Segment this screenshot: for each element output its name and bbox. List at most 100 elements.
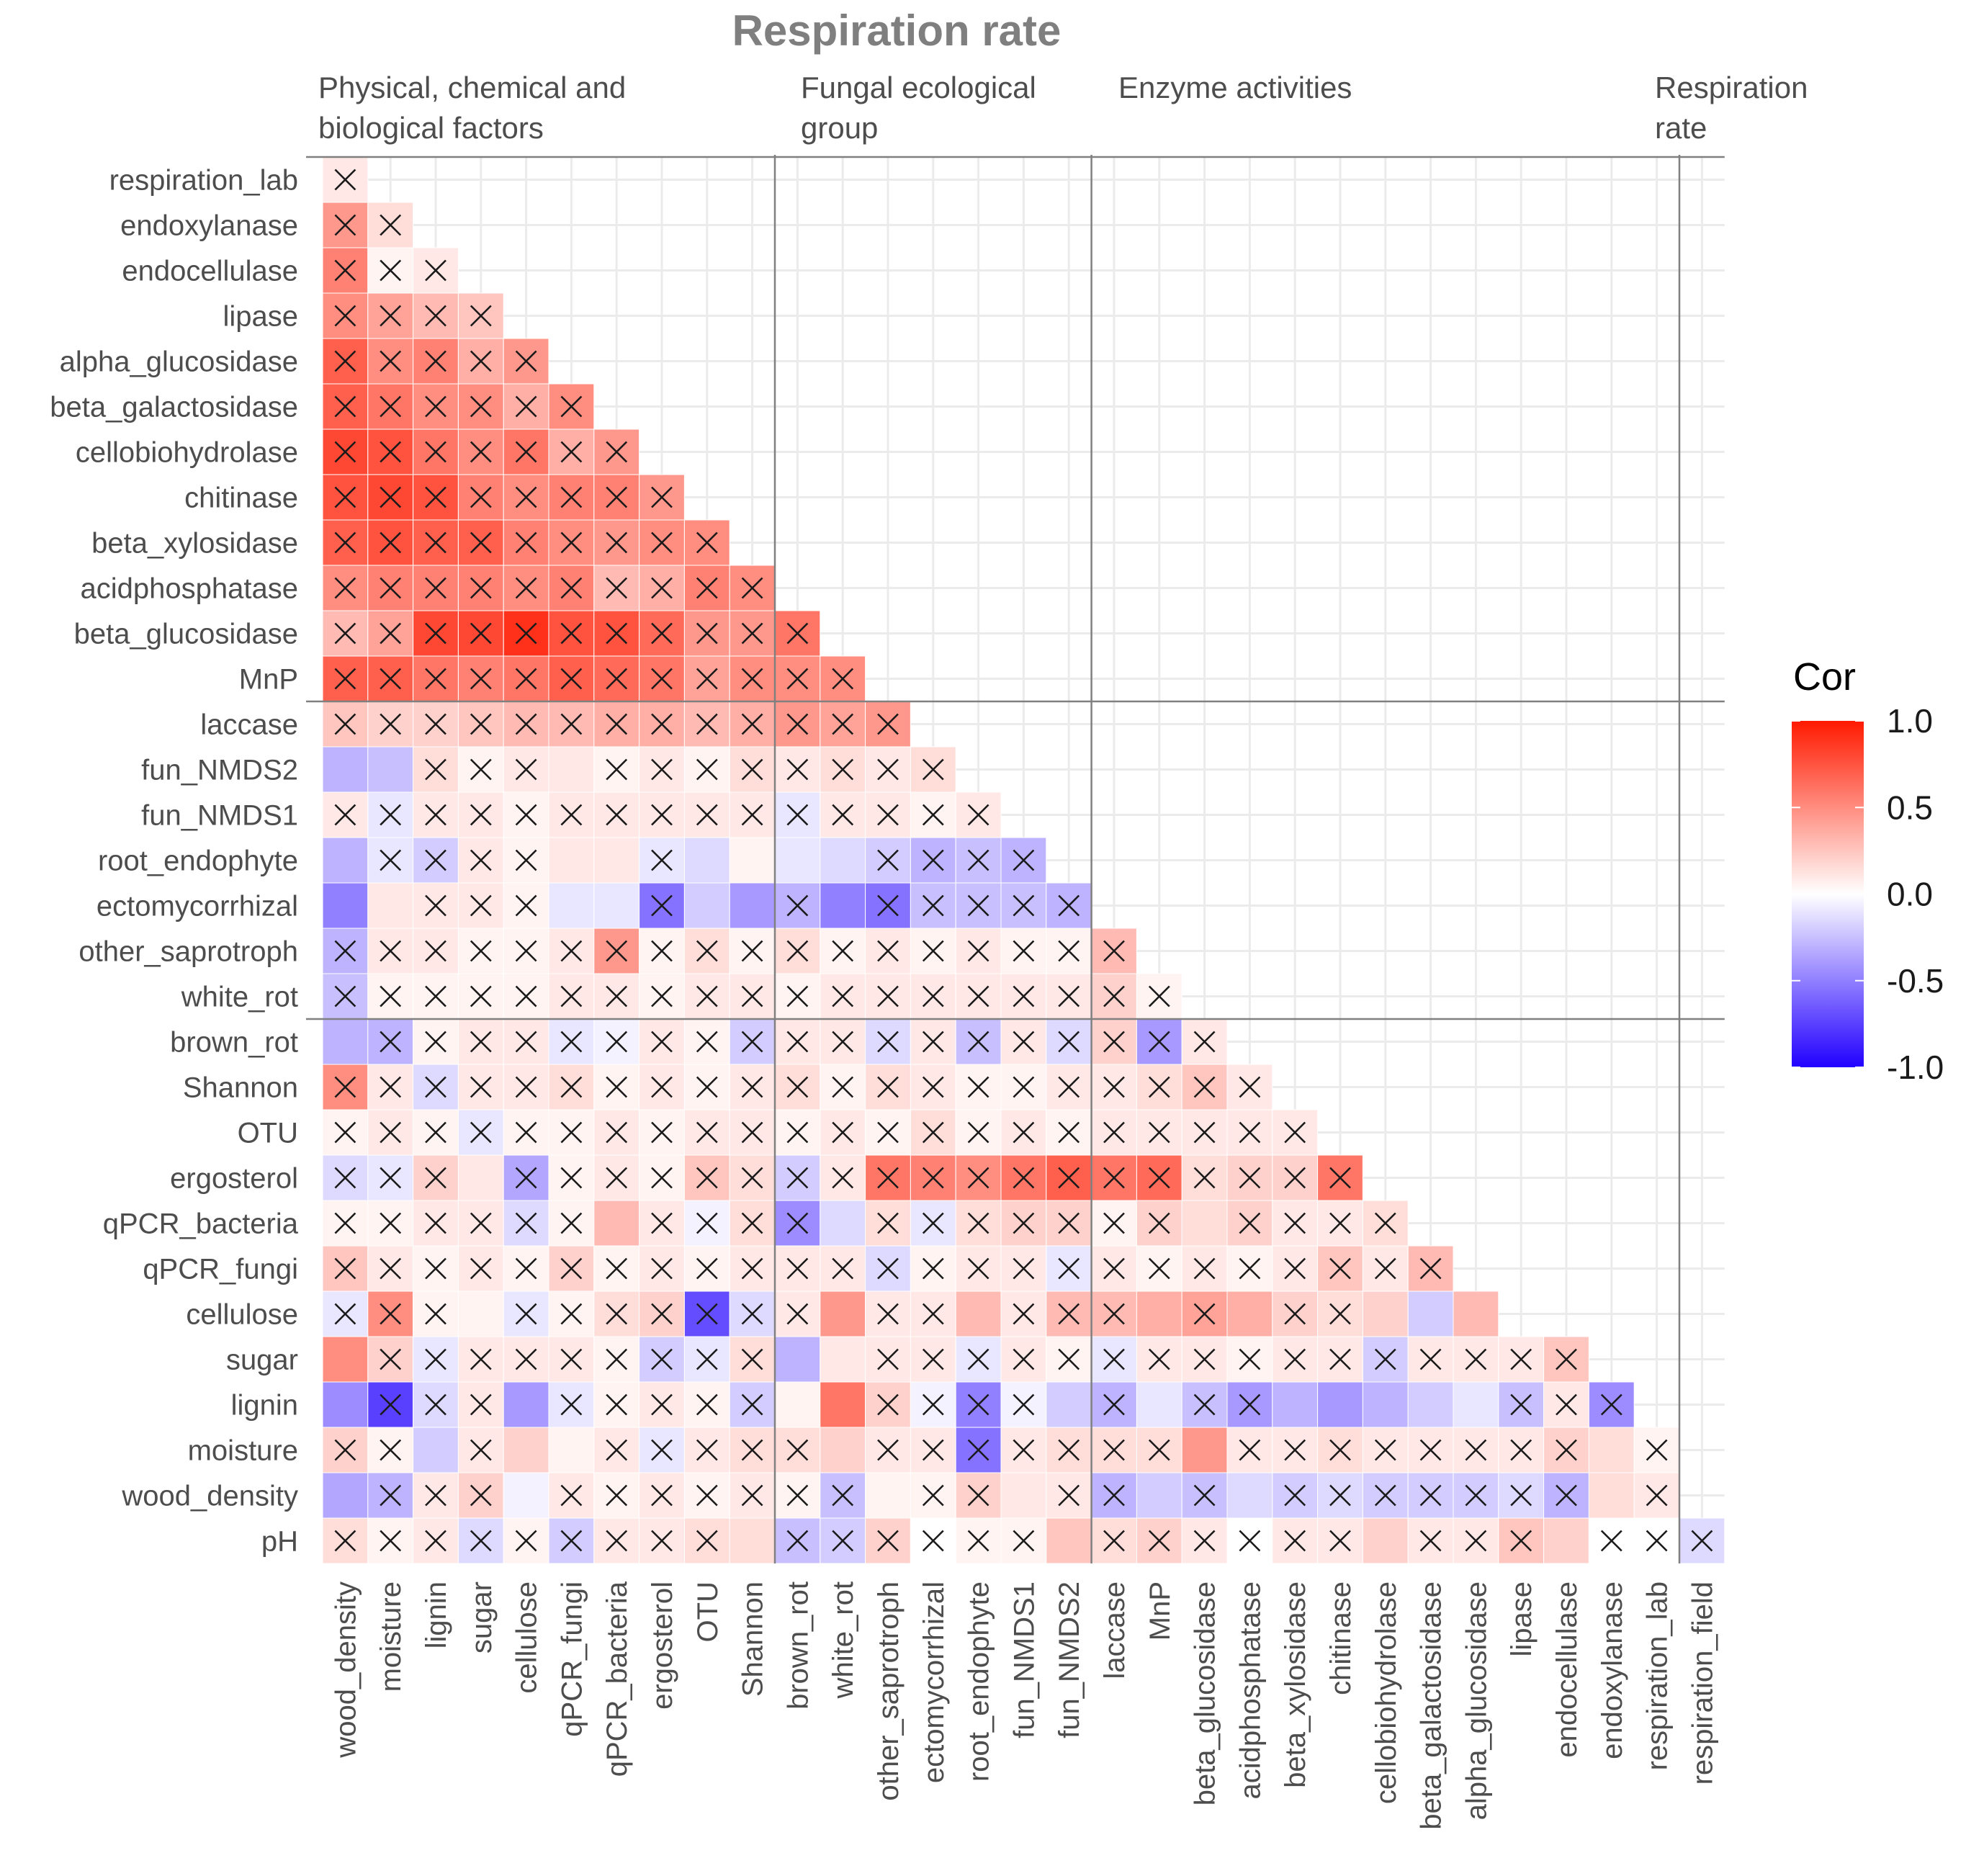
nonsignificant-mark [967, 1530, 989, 1552]
nonsignificant-mark [786, 1121, 809, 1144]
row-label: alpha_glucosidase [60, 346, 298, 378]
nonsignificant-mark [832, 668, 854, 690]
nonsignificant-mark [1465, 1530, 1487, 1552]
column-label: beta_glucosidase [1190, 1581, 1221, 1805]
nonsignificant-mark [1013, 1167, 1035, 1189]
nonsignificant-mark [1193, 1167, 1216, 1189]
nonsignificant-mark [1148, 1212, 1170, 1234]
nonsignificant-mark [425, 1031, 446, 1053]
nonsignificant-mark [922, 1076, 944, 1098]
nonsignificant-mark [1600, 1530, 1622, 1552]
nonsignificant-mark [1329, 1212, 1351, 1234]
nonsignificant-mark [334, 259, 356, 282]
column-label: fun_NMDS2 [1054, 1581, 1085, 1738]
column-label: endoxylanase [1597, 1581, 1628, 1759]
nonsignificant-mark [1013, 1031, 1035, 1053]
nonsignificant-mark [696, 1257, 718, 1280]
nonsignificant-mark [560, 1121, 583, 1144]
nonsignificant-mark [786, 1439, 809, 1461]
row-label: other_saprotroph [78, 936, 298, 968]
nonsignificant-mark [380, 985, 402, 1007]
nonsignificant-mark [922, 804, 944, 826]
nonsignificant-mark [922, 1212, 944, 1234]
column-label: moisture [375, 1581, 407, 1692]
column-label: ergosterol [647, 1581, 678, 1710]
nonsignificant-mark [606, 758, 628, 781]
heatmap-cell [729, 882, 776, 929]
nonsignificant-mark [741, 1484, 763, 1507]
heatmap-cell [955, 1291, 1002, 1337]
row-label: ergosterol [170, 1163, 298, 1195]
column-label: endocellulase [1551, 1581, 1583, 1758]
nonsignificant-mark [1510, 1348, 1532, 1370]
nonsignificant-mark [832, 1121, 854, 1144]
heatmap-cell [322, 1381, 369, 1428]
heatmap-cell [1136, 1381, 1182, 1428]
nonsignificant-mark [470, 1484, 492, 1507]
nonsignificant-mark [1013, 985, 1035, 1007]
row-label: ectomycorrhizal [96, 891, 298, 923]
nonsignificant-mark [651, 622, 673, 645]
nonsignificant-mark [606, 1121, 628, 1144]
column-label: white_rot [827, 1581, 859, 1699]
nonsignificant-mark [877, 758, 899, 781]
nonsignificant-mark [741, 577, 763, 599]
nonsignificant-mark [515, 395, 537, 418]
nonsignificant-mark [696, 1530, 718, 1552]
heatmap-cell [1453, 1381, 1499, 1428]
nonsignificant-mark [922, 1167, 944, 1189]
nonsignificant-mark [560, 940, 583, 962]
nonsignificant-mark [651, 1212, 673, 1234]
nonsignificant-mark [560, 1031, 583, 1053]
nonsignificant-mark [606, 1076, 628, 1098]
heatmap-cell [1272, 1381, 1319, 1428]
legend-title: Cor [1793, 655, 1856, 699]
nonsignificant-mark [380, 259, 402, 282]
nonsignificant-mark [922, 1348, 944, 1370]
nonsignificant-mark [967, 1393, 989, 1416]
nonsignificant-mark [1103, 1031, 1125, 1053]
nonsignificant-mark [1013, 1212, 1035, 1234]
nonsignificant-mark [651, 1257, 673, 1280]
nonsignificant-mark [515, 985, 537, 1007]
nonsignificant-mark [1058, 1257, 1080, 1280]
nonsignificant-mark [380, 804, 402, 826]
nonsignificant-mark [1058, 1121, 1080, 1144]
nonsignificant-mark [832, 758, 854, 781]
heatmap-cell [683, 882, 730, 929]
nonsignificant-mark [651, 1303, 673, 1325]
nonsignificant-mark [380, 1031, 402, 1053]
nonsignificant-mark [1103, 1121, 1125, 1144]
nonsignificant-mark [470, 1393, 492, 1416]
nonsignificant-mark [1193, 1393, 1216, 1416]
nonsignificant-mark [334, 350, 356, 372]
nonsignificant-mark [380, 1439, 402, 1461]
column-label: beta_xylosidase [1280, 1581, 1311, 1788]
row-label: sugar [226, 1345, 298, 1376]
group-label: Fungal ecological [801, 71, 1036, 104]
nonsignificant-mark [1646, 1439, 1668, 1461]
nonsignificant-mark [1600, 1393, 1622, 1416]
row-label: fun_NMDS2 [141, 755, 298, 786]
legend-tick-label: 1.0 [1887, 702, 1933, 740]
heatmap-cell [503, 1472, 549, 1519]
nonsignificant-mark [606, 1031, 628, 1053]
nonsignificant-mark [1148, 1530, 1170, 1552]
nonsignificant-mark [515, 1530, 537, 1552]
nonsignificant-mark [606, 441, 628, 463]
heatmap-cell [548, 837, 595, 884]
nonsignificant-mark [922, 894, 944, 917]
row-label: qPCR_fungi [143, 1254, 298, 1285]
group-label: rate [1655, 111, 1707, 145]
nonsignificant-mark [515, 1031, 537, 1053]
nonsignificant-mark [470, 1212, 492, 1234]
nonsignificant-mark [922, 1303, 944, 1325]
heatmap-cell [683, 837, 730, 884]
nonsignificant-mark [967, 1031, 989, 1053]
nonsignificant-mark [1193, 1257, 1216, 1280]
nonsignificant-mark [1013, 849, 1035, 871]
row-label: OTU [238, 1118, 298, 1149]
heatmap-cell [820, 1291, 866, 1337]
nonsignificant-mark [470, 1257, 492, 1280]
nonsignificant-mark [515, 441, 537, 463]
